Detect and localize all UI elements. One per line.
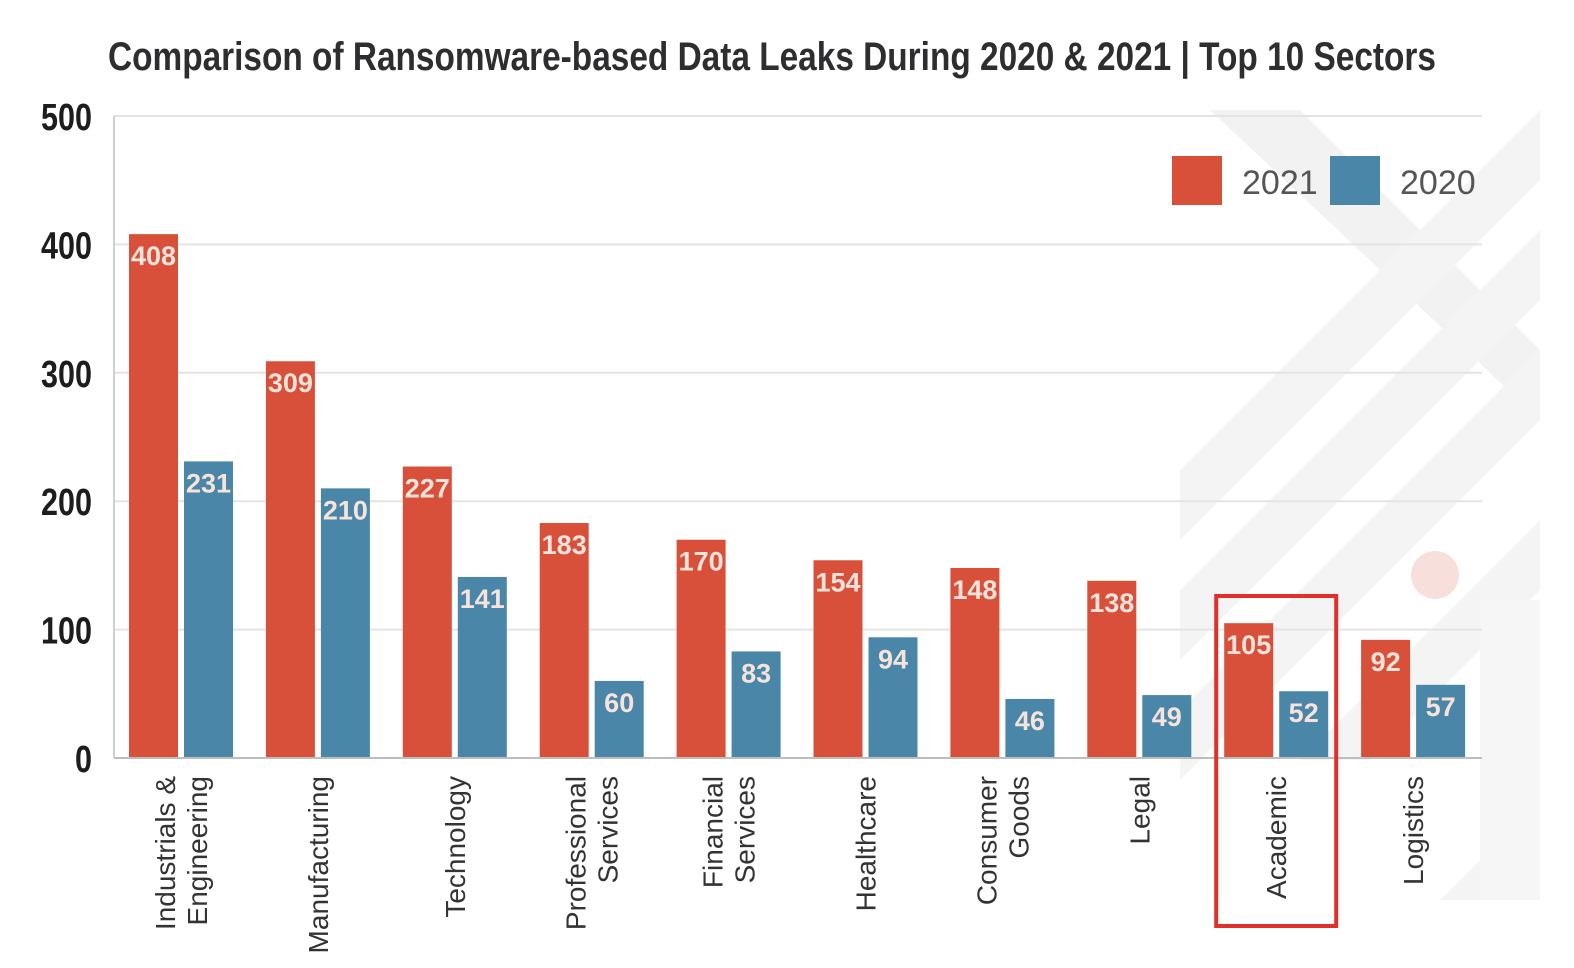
data-label: 92: [1371, 647, 1401, 677]
x-tick-label: Professional: [561, 776, 592, 930]
y-tick-label: 200: [41, 482, 92, 524]
x-tick-label-group: Technology: [440, 776, 471, 918]
x-tick-label: Technology: [440, 776, 471, 918]
bar-2020-9: [1416, 684, 1466, 758]
x-tick-label: Industrials &: [150, 776, 181, 930]
x-tick-label: Financial: [698, 776, 729, 888]
x-axis: Industrials & Engineering Manufacturing Tec…: [114, 757, 1482, 953]
x-tick-label: Manufacturing: [303, 776, 334, 953]
legend-swatch-2021: [1172, 156, 1222, 205]
data-label: 49: [1152, 702, 1182, 732]
data-label: 170: [679, 547, 724, 577]
x-tick-label: Healthcare: [851, 776, 882, 911]
bar-2020-2: [457, 576, 507, 758]
bar-2020-1: [320, 488, 370, 758]
bar-2021-3: [539, 523, 589, 758]
data-label: 83: [741, 658, 771, 688]
x-tick-label-group: Academic: [1261, 776, 1292, 899]
x-tick-label-group: Industrials & Engineering: [150, 776, 213, 930]
watermark-decoration: [1180, 110, 1540, 900]
legend-label: 2020: [1400, 164, 1476, 202]
bar-2021-0: [129, 234, 178, 759]
x-tick-label: Services: [730, 776, 761, 883]
data-label: 231: [186, 468, 231, 498]
y-tick-label: 0: [75, 739, 92, 781]
data-label: 138: [1089, 588, 1134, 618]
x-tick-label-group: Manufacturing: [303, 776, 334, 953]
data-label: 210: [323, 495, 368, 525]
bar-2021-9: [1361, 639, 1411, 758]
bar-2020-3: [594, 680, 644, 758]
bar-2021-8: [1224, 623, 1274, 758]
x-tick-label-group: Healthcare: [851, 776, 882, 911]
x-tick-label-group: Legal: [1124, 776, 1155, 845]
data-label: 154: [815, 567, 860, 597]
y-tick-label: 300: [41, 354, 92, 396]
bar-2020-7: [1142, 695, 1192, 758]
data-label: 60: [604, 688, 634, 718]
data-label: 57: [1426, 692, 1456, 722]
x-tick-label-group: Financial Services: [698, 776, 761, 888]
data-label: 183: [542, 530, 587, 560]
x-tick-label-group: Logistics: [1398, 776, 1429, 885]
data-label: 408: [131, 241, 176, 271]
x-tick-label: Engineering: [182, 776, 213, 925]
bar-2020-6: [1005, 698, 1055, 758]
data-label: 227: [405, 474, 450, 504]
bar-2021-4: [676, 539, 726, 758]
data-label: 148: [952, 575, 997, 605]
highlight-box: [1214, 594, 1339, 928]
bar-2020-5: [868, 637, 918, 758]
bar-2021-1: [265, 361, 315, 758]
x-tick-label: Academic: [1261, 776, 1292, 899]
data-label: 309: [268, 368, 313, 398]
bar-2021-7: [1087, 580, 1137, 758]
bar-2021-6: [950, 567, 1000, 758]
y-tick-label: 400: [41, 225, 92, 267]
y-axis: 0 100 200 300 400 500: [41, 97, 115, 781]
y-tick-label: 100: [41, 611, 92, 653]
legend-swatch-2020: [1330, 156, 1380, 205]
highlight-rectangle: [1214, 594, 1339, 928]
x-tick-label-group: Consumer Goods: [971, 776, 1034, 905]
bars: 408 231 309 210 227 141 183 60 170 83 154 94 148 46 13…: [129, 234, 1466, 759]
x-tick-label: Consumer: [971, 776, 1002, 905]
x-tick-label: Legal: [1124, 776, 1155, 845]
data-label: 105: [1226, 630, 1271, 660]
data-label: 46: [1015, 706, 1045, 736]
x-tick-label: Goods: [1003, 776, 1034, 859]
y-tick-label: 500: [41, 97, 92, 139]
x-tick-label: Logistics: [1398, 776, 1429, 885]
bar-2021-5: [813, 560, 863, 758]
bar-2020-8: [1279, 691, 1329, 758]
bar-2020-0: [184, 461, 233, 758]
x-tick-label: Services: [593, 776, 624, 883]
chart-title: Comparison of Ransomware-based Data Leak…: [108, 35, 1436, 79]
data-label: 94: [878, 644, 908, 674]
data-label: 52: [1289, 698, 1319, 728]
data-label: 141: [460, 584, 505, 614]
bar-2021-2: [402, 466, 452, 758]
legend: 2021 2020: [1172, 156, 1476, 205]
x-tick-label-group: Professional Services: [561, 776, 624, 930]
bar-2020-4: [731, 651, 781, 758]
legend-label: 2021: [1242, 164, 1318, 202]
